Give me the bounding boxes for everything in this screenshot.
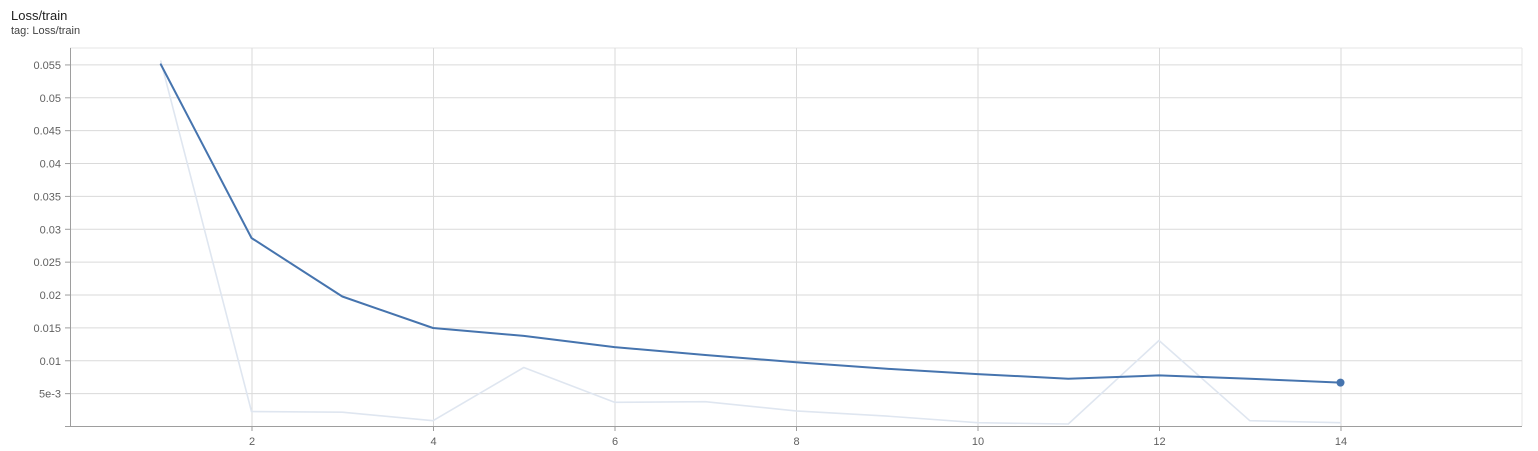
smoothed-series-line bbox=[159, 63, 1342, 384]
x-tick-label: 8 bbox=[793, 436, 799, 448]
raw-series-line bbox=[160, 60, 1342, 425]
x-tick-label: 14 bbox=[1335, 436, 1347, 448]
x-tick-label: 4 bbox=[430, 436, 436, 448]
y-tick-label: 0.055 bbox=[33, 60, 61, 72]
x-tick-label: 12 bbox=[1153, 436, 1165, 448]
last-point-marker bbox=[1336, 378, 1345, 387]
y-tick-label: 0.025 bbox=[33, 257, 61, 269]
y-tick-label: 0.045 bbox=[33, 126, 61, 138]
y-tick-label: 0.035 bbox=[33, 191, 61, 203]
y-tick-label: 0.015 bbox=[33, 323, 61, 335]
y-tick-label: 0.04 bbox=[40, 159, 61, 171]
x-tick-label: 2 bbox=[249, 436, 255, 448]
y-tick-label: 5e-3 bbox=[39, 389, 61, 401]
y-tick-label: 0.02 bbox=[40, 290, 61, 302]
y-tick-label: 0.03 bbox=[40, 224, 61, 236]
x-tick-label: 10 bbox=[972, 436, 984, 448]
chart-title: Loss/train bbox=[11, 8, 68, 23]
x-tick-label: 6 bbox=[612, 436, 618, 448]
chart-subtitle: tag: Loss/train bbox=[11, 25, 81, 37]
y-tick-label: 0.05 bbox=[40, 93, 61, 105]
y-tick-label: 0.01 bbox=[40, 356, 61, 368]
